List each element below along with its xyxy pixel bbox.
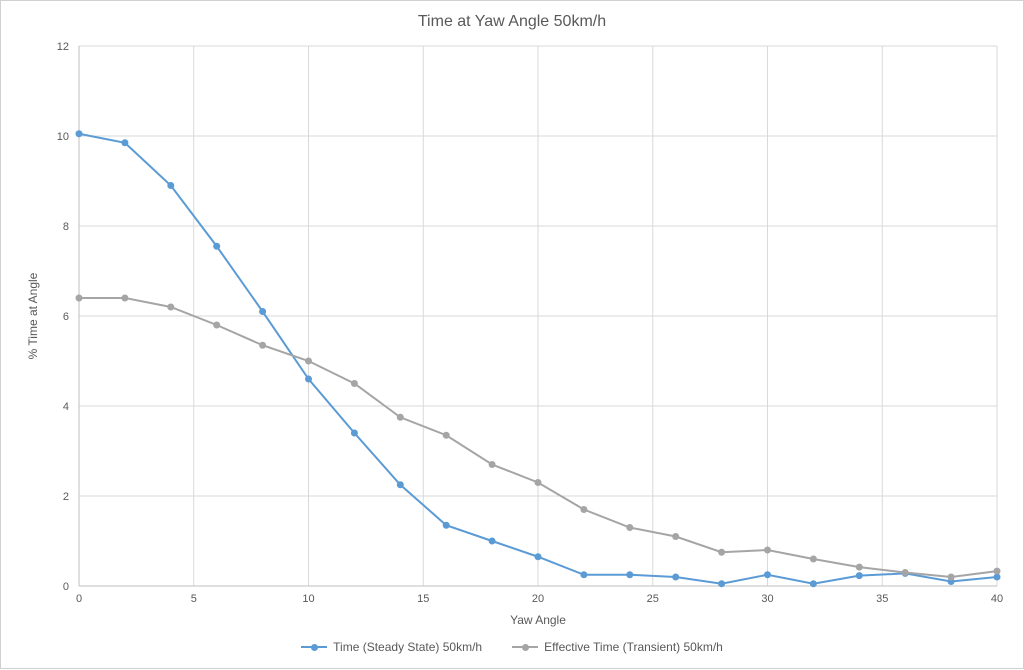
y-tick-label: 2: [63, 491, 69, 503]
x-axis-label: Yaw Angle: [510, 613, 566, 627]
series-marker-1: [994, 568, 1001, 575]
legend-item-1: Effective Time (Transient) 50km/h: [512, 640, 723, 654]
legend-item-0: Time (Steady State) 50km/h: [301, 640, 482, 654]
series-marker-1: [718, 549, 725, 556]
series-marker-0: [489, 538, 496, 545]
y-tick-label: 4: [63, 401, 69, 413]
series-marker-0: [535, 553, 542, 560]
line-chart: 0 5 10 15 20 25 30 35 40 0 2 4 6 8 10 12 Yaw Angle % Time…: [1, 1, 1024, 670]
series-marker-0: [856, 572, 863, 579]
legend-swatch: [512, 641, 538, 653]
series-marker-1: [305, 358, 312, 365]
legend-label: Time (Steady State) 50km/h: [333, 640, 482, 654]
series-marker-0: [167, 182, 174, 189]
series-marker-1: [902, 569, 909, 576]
series-marker-1: [948, 574, 955, 581]
series-marker-1: [535, 479, 542, 486]
x-tick-label: 25: [647, 593, 659, 605]
series-marker-1: [167, 304, 174, 311]
x-tick-label: 40: [991, 593, 1003, 605]
x-tick-label: 10: [302, 593, 314, 605]
y-axis-label: % Time at Angle: [26, 272, 40, 359]
series-marker-1: [580, 506, 587, 513]
series-marker-1: [259, 342, 266, 349]
series-marker-0: [672, 574, 679, 581]
y-tick-label: 6: [63, 311, 69, 323]
series-marker-0: [351, 430, 358, 437]
series-marker-1: [213, 322, 220, 329]
series-marker-1: [76, 295, 83, 302]
series-marker-0: [443, 522, 450, 529]
series-marker-0: [213, 243, 220, 250]
series-marker-0: [259, 308, 266, 315]
series-marker-0: [305, 376, 312, 383]
series-marker-0: [626, 571, 633, 578]
chart-container: Time at Yaw Angle 50km/h 051015202530354…: [0, 0, 1024, 669]
x-tick-label: 15: [417, 593, 429, 605]
series-marker-1: [672, 533, 679, 540]
series-marker-1: [351, 380, 358, 387]
series-marker-1: [764, 547, 771, 554]
x-tick-label: 5: [191, 593, 197, 605]
legend-label: Effective Time (Transient) 50km/h: [544, 640, 723, 654]
legend-swatch: [301, 641, 327, 653]
series-marker-0: [810, 580, 817, 587]
series-marker-0: [764, 571, 771, 578]
series-marker-1: [626, 524, 633, 531]
series-marker-1: [856, 564, 863, 571]
series-marker-0: [580, 571, 587, 578]
series-marker-0: [718, 580, 725, 587]
series-marker-1: [443, 432, 450, 439]
series-marker-1: [397, 414, 404, 421]
series-marker-1: [810, 556, 817, 563]
y-tick-label: 10: [57, 131, 69, 143]
series-marker-1: [121, 295, 128, 302]
series-marker-0: [121, 139, 128, 146]
series-marker-1: [489, 461, 496, 468]
series-marker-0: [397, 481, 404, 488]
series-marker-0: [76, 130, 83, 137]
x-tick-label: 0: [76, 593, 82, 605]
y-tick-label: 0: [63, 581, 69, 593]
x-tick-label: 30: [761, 593, 773, 605]
x-tick-label: 20: [532, 593, 544, 605]
y-tick-label: 8: [63, 221, 69, 233]
x-tick-label: 35: [876, 593, 888, 605]
y-tick-label: 12: [57, 41, 69, 53]
chart-legend: Time (Steady State) 50km/h Effective Time…: [1, 640, 1023, 656]
